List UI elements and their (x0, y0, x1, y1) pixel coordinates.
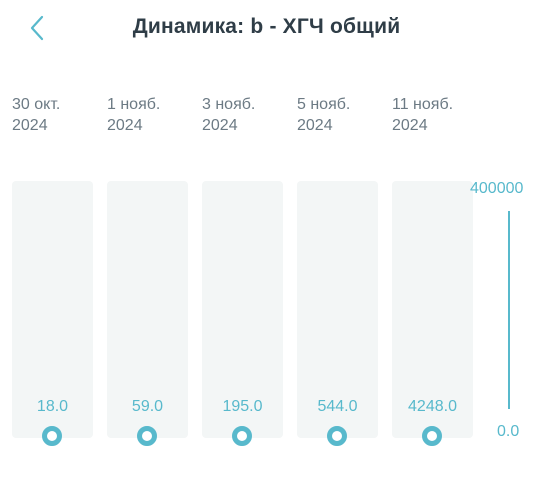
date-year: 2024 (202, 117, 238, 134)
chevron-left-icon (30, 15, 44, 41)
data-point[interactable] (232, 426, 252, 446)
date-day: 5 нояб. (297, 96, 351, 113)
date-day: 1 нояб. (107, 96, 161, 113)
date-day: 11 нояб. (392, 96, 454, 113)
data-point[interactable] (422, 426, 442, 446)
y-axis-min-label: 0.0 (497, 423, 520, 440)
chart-column[interactable] (12, 181, 93, 438)
date-year: 2024 (392, 117, 428, 134)
data-point[interactable] (137, 426, 157, 446)
chart-column[interactable] (392, 181, 473, 438)
date-label: 5 нояб. 2024 (297, 94, 387, 136)
chart-column[interactable] (297, 181, 378, 438)
date-year: 2024 (297, 117, 333, 134)
data-value-label: 4248.0 (408, 398, 457, 415)
date-day: 30 окт. (12, 96, 61, 113)
date-label: 3 нояб. 2024 (202, 94, 292, 136)
chart-column[interactable] (202, 181, 283, 438)
data-value-label: 544.0 (317, 398, 358, 415)
date-label: 30 окт. 2024 (12, 94, 102, 136)
y-axis-max-label: 400000 (470, 180, 524, 197)
date-day: 3 нояб. (202, 96, 256, 113)
data-value-label: 195.0 (222, 398, 263, 415)
chart-column[interactable] (107, 181, 188, 438)
date-year: 2024 (12, 117, 48, 134)
page-title: Динамика: b - ХГЧ общий (132, 15, 401, 38)
data-value-label: 59.0 (131, 398, 164, 415)
y-axis-line (508, 211, 510, 409)
back-button[interactable] (22, 12, 54, 44)
data-point[interactable] (327, 426, 347, 446)
header: Динамика: b - ХГЧ общий (0, 0, 533, 58)
date-year: 2024 (107, 117, 143, 134)
date-label: 11 нояб. 2024 (392, 94, 482, 136)
date-label: 1 нояб. 2024 (107, 94, 197, 136)
data-value-label: 18.0 (36, 398, 69, 415)
data-point[interactable] (42, 426, 62, 446)
